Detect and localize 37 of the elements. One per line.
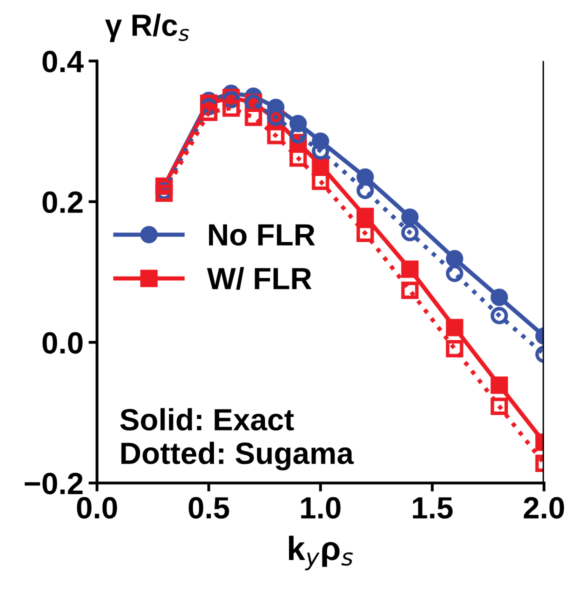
x-axis-title: k$_{y}$ρ$_{s}$ [288,536,353,570]
legend-label: No FLR [209,224,315,246]
point [446,250,464,268]
point [244,108,262,126]
x-tick-label: 1.0 [301,497,340,519]
point [446,264,464,282]
point [490,288,508,306]
point [401,208,419,226]
x-tick-label: 2.0 [524,497,564,519]
point [267,126,284,144]
x-tick-label: 1.5 [412,497,453,519]
point [401,282,419,299]
point [312,172,330,190]
legend-label: W/ FLR [207,266,312,290]
point [356,224,374,242]
point [490,376,508,394]
y-tick-label: −0.2 [24,472,83,494]
y-tick-label: 0.0 [42,332,83,354]
point [401,224,419,242]
point [356,168,374,186]
point [200,104,218,122]
point [446,340,464,358]
x-tick-label: 0.0 [76,497,117,519]
x-tick-label: 0.5 [188,497,230,519]
y-tick-label: 0.4 [42,50,84,72]
annotation: Solid: Exact [120,408,294,431]
point [490,306,508,324]
y-tick-label: 0.2 [42,191,83,214]
point [401,260,419,278]
point [356,208,374,226]
y-axis-title: γ R/c$_{s}$ [105,14,190,42]
point [356,182,374,200]
point [490,398,508,416]
annotation: Dotted: Sugama [121,442,354,470]
point [222,99,240,117]
point [289,149,307,167]
point [446,318,464,336]
